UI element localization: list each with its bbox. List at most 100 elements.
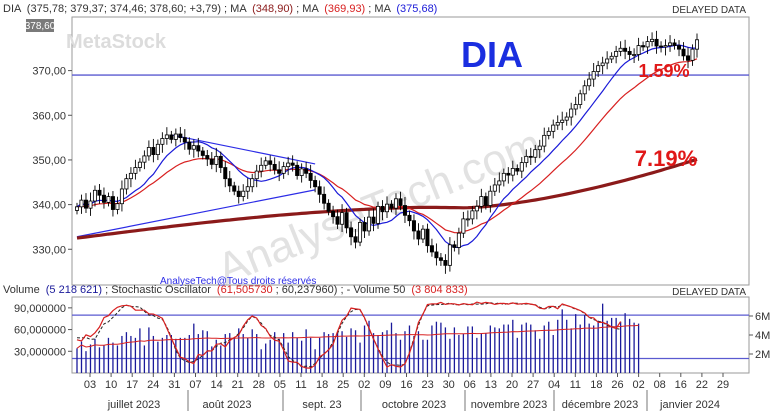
day-tick-label: 16 (400, 379, 412, 391)
candle-body (272, 163, 277, 171)
day-tick-label: 22 (696, 379, 708, 391)
candle-body (110, 196, 115, 210)
day-tick-label: 20 (506, 379, 518, 391)
candle-body (420, 228, 425, 240)
copyright-note: AnalyseTech@Tous droits réservés (160, 276, 316, 287)
candle-body (79, 199, 84, 208)
candle-body (119, 188, 124, 205)
last-price-tag-bg (26, 19, 54, 32)
stoch-tick-label: 30,000000 (14, 346, 66, 358)
price-tick-label: 330,00 (32, 244, 66, 256)
indicator-axes: 30,000000 60,000000 90,000000 2M 4M 6M (14, 303, 770, 361)
price-tick-label: 370,00 (32, 66, 66, 78)
day-tick-label: 30 (443, 379, 455, 391)
legend-volume-label: Volume (3, 284, 40, 296)
candle-body (128, 172, 133, 180)
price-legend: DIA (375,78; 379,37; 374,46; 378,60; +3,… (3, 3, 437, 15)
candle-body (313, 180, 318, 188)
candle-body (384, 203, 389, 213)
candle-body (236, 190, 241, 197)
day-tick-label: 25 (337, 379, 349, 391)
volume-tick-label: 2M (755, 349, 770, 361)
candle-body (497, 180, 502, 186)
month-label: juillet 2023 (107, 399, 161, 411)
candle-body (101, 194, 106, 203)
candle-body (501, 172, 506, 182)
candle-body (398, 198, 403, 206)
price-tick-label: 340,00 (32, 200, 66, 212)
day-tick-label: 03 (84, 379, 96, 391)
candle-body (223, 167, 228, 180)
volume-tick-label: 6M (755, 311, 770, 323)
candle-body (411, 220, 416, 232)
candle-body (474, 205, 479, 212)
candle-body (479, 196, 484, 207)
candle-body (695, 39, 700, 50)
candle-body (659, 45, 664, 48)
stoch-fast-line (76, 301, 622, 369)
candle-body (106, 196, 111, 203)
candle-body (326, 202, 331, 212)
candle-body (182, 137, 187, 143)
day-tick-label: 13 (485, 379, 497, 391)
candle-body (452, 244, 457, 248)
candle-body (546, 130, 551, 136)
candle-body (524, 155, 529, 164)
candle-body (506, 172, 511, 176)
legend-stoch-label: ; Stochastic Oscillator (105, 284, 211, 296)
candle-body (627, 50, 632, 55)
candle-body (555, 122, 560, 126)
candle-body (515, 168, 520, 172)
candle-body (349, 227, 354, 238)
stoch-tick-label: 60,000000 (14, 325, 66, 337)
legend-stoch-value1: (61,505730 (217, 284, 273, 296)
candle-body (376, 205, 381, 224)
candle-body (551, 124, 556, 132)
day-tick-label: 27 (527, 379, 539, 391)
candle-body (488, 190, 493, 206)
legend-ma3-value: (375,68) (396, 3, 437, 15)
candle-body (142, 155, 147, 163)
legend-ma1-value: (348,90) (252, 3, 293, 15)
candle-body (191, 145, 196, 150)
candle-body (367, 216, 372, 232)
candle-body (75, 206, 80, 211)
candle-body (92, 189, 97, 202)
candle-body (259, 164, 264, 172)
candle-body (663, 45, 668, 48)
candle-body (290, 162, 295, 166)
candle-body (371, 216, 376, 224)
day-tick-label: 18 (590, 379, 602, 391)
candle-body (353, 236, 358, 243)
candle-body (209, 158, 214, 165)
candle-body (614, 50, 619, 57)
candle-body (200, 150, 205, 156)
candle-body (173, 133, 178, 140)
candle-body (434, 251, 439, 259)
legend-stoch-value2: ; 60,237960) (276, 284, 338, 296)
candle-body (564, 116, 569, 121)
candle-body (416, 230, 421, 240)
stoch-tick-label: 90,000000 (14, 303, 66, 315)
candle-body (483, 196, 488, 206)
candle-body (470, 210, 475, 220)
volume-bars (76, 303, 640, 373)
price-tick-label: 360,00 (32, 110, 66, 122)
candle-body (677, 45, 682, 50)
month-label: août 2023 (203, 399, 252, 411)
candle-body (232, 185, 237, 192)
legend-ma1-label: ; MA (224, 3, 247, 15)
candle-body (492, 184, 497, 192)
day-tick-label: 18 (316, 379, 328, 391)
candle-body (465, 218, 470, 221)
candle-body (510, 168, 515, 176)
candle-body (632, 54, 637, 56)
candle-body (519, 162, 524, 172)
candle-body (389, 203, 394, 209)
candle-body (609, 55, 614, 60)
candles (75, 30, 700, 274)
month-label: octobre 2023 (382, 399, 446, 411)
candle-body (560, 119, 565, 123)
day-tick-label: 06 (464, 379, 476, 391)
candle-body (124, 178, 129, 190)
